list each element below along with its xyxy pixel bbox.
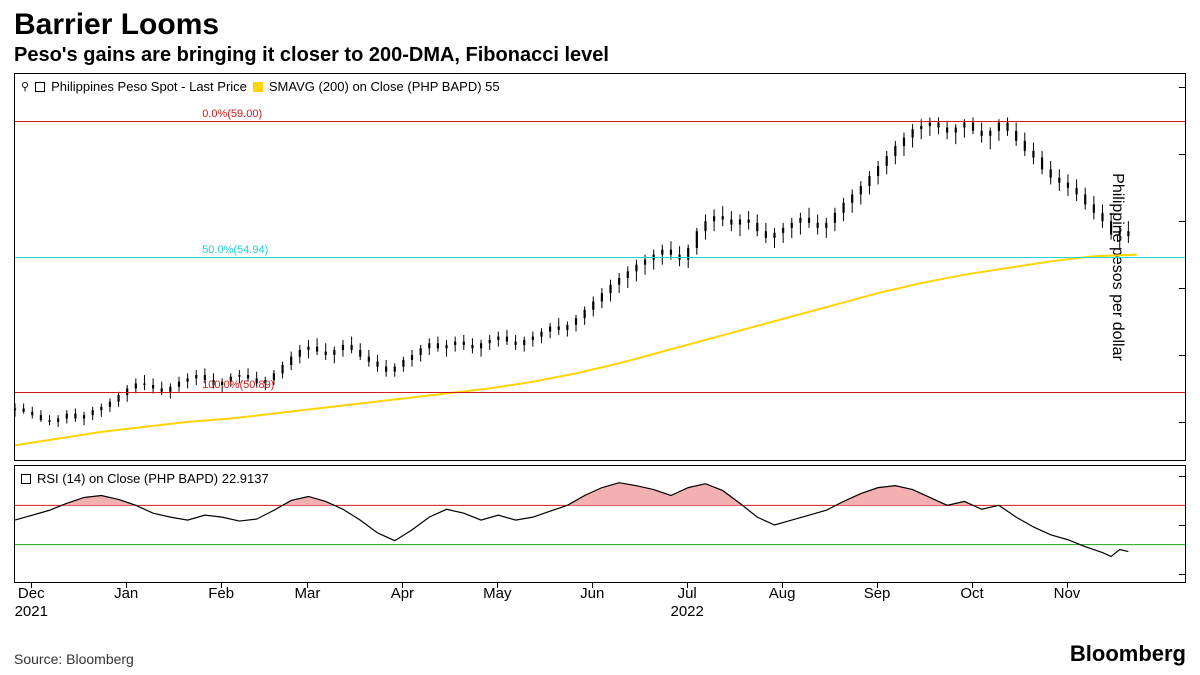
track-icon: ⚲ (21, 80, 29, 93)
chart-subtitle: Peso's gains are bringing it closer to 2… (0, 42, 1200, 73)
rsi-panel: RSI (14) on Close (PHP BAPD) 22.9137 050… (14, 465, 1186, 583)
legend-swatch-price (35, 82, 45, 92)
legend-swatch-rsi (21, 474, 31, 484)
main-legend: ⚲ Philippines Peso Spot - Last Price SMA… (19, 78, 502, 95)
brand-logo: Bloomberg (1070, 641, 1186, 667)
chart-title: Barrier Looms (0, 0, 1200, 42)
legend-label-price: Philippines Peso Spot - Last Price (51, 79, 247, 94)
x-axis: Dec2021JanFebMarAprMayJunJul2022AugSepOc… (14, 583, 1186, 623)
price-plot (15, 74, 1185, 460)
rsi-legend: RSI (14) on Close (PHP BAPD) 22.9137 (19, 470, 271, 487)
legend-swatch-smavg (253, 82, 263, 92)
source-text: Source: Bloomberg (14, 651, 134, 667)
legend-label-smavg: SMAVG (200) on Close (PHP BAPD) 55 (269, 79, 500, 94)
price-panel: ⚲ Philippines Peso Spot - Last Price SMA… (14, 73, 1186, 461)
legend-label-rsi: RSI (14) on Close (PHP BAPD) 22.9137 (37, 471, 269, 486)
